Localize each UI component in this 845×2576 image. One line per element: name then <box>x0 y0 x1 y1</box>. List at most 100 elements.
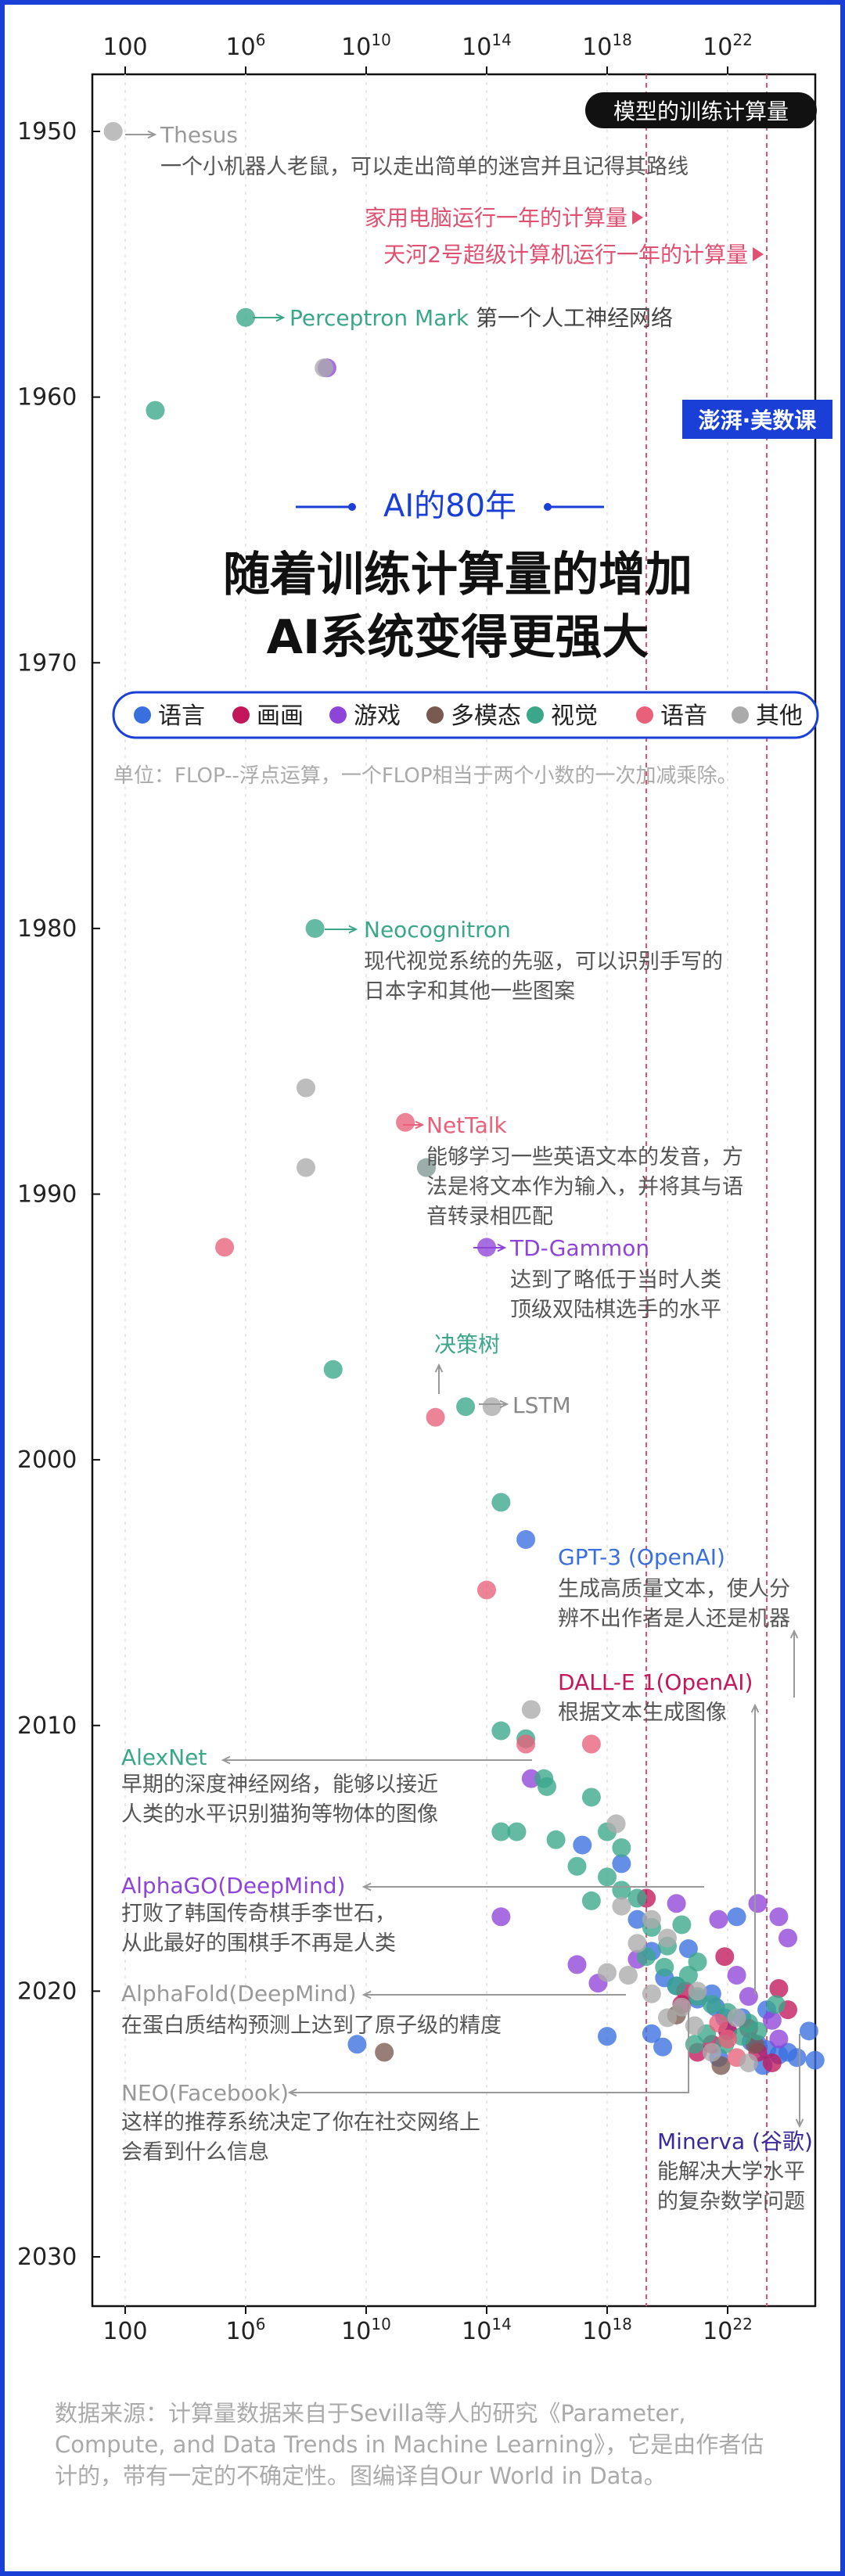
reference-label: 天河2号超级计算机运行一年的计算量 <box>383 242 748 268</box>
annotation-arrowhead <box>789 1629 799 1639</box>
data-point <box>678 1965 698 1985</box>
data-point <box>727 2008 746 2028</box>
y-tick-label: 2020 <box>17 1978 77 2005</box>
annotation-nettalk-desc: 音转录相匹配 <box>426 1205 553 1229</box>
data-point <box>612 1881 631 1900</box>
data-point <box>567 1856 587 1876</box>
data-point <box>667 1976 686 1996</box>
annotation-alphafold-desc: 在蛋白质结构预测上达到了原子级的精度 <box>121 2014 502 2038</box>
legend-swatch <box>527 706 544 724</box>
annotation-perceptron-title: Perceptron Mark 第一个人工神经网络 <box>289 305 673 331</box>
data-point <box>477 1580 496 1600</box>
annotation-arrowhead <box>497 1243 507 1252</box>
data-point <box>215 1238 235 1257</box>
data-point <box>769 2029 789 2049</box>
legend-label: 多模态 <box>451 702 521 730</box>
data-point <box>658 2008 677 2028</box>
data-point <box>766 1995 786 2014</box>
annotation-alexnet-desc: 人类的水平识别猫狗等物体的图像 <box>121 1802 438 1827</box>
data-point <box>315 358 334 378</box>
data-point <box>688 1953 707 1972</box>
annotation-nettalk-desc: 法是将文本作为输入，并将其与语 <box>426 1175 743 1199</box>
title-line-2: AI系统变得更强大 <box>267 610 649 665</box>
annotation-dalle-desc: 根据文本生成图像 <box>558 1701 727 1725</box>
data-point <box>727 1907 746 1927</box>
subtitle-dot-right <box>544 503 552 511</box>
annotation-neo-desc: 这样的推荐系统决定了你在社交网络上 <box>121 2111 480 2135</box>
data-point <box>642 1984 661 2003</box>
annotation-alphafold-title: AlphaFold(DeepMind) <box>121 1981 357 2007</box>
annotation-alphago-desc: 打败了韩国传奇棋手李世石， <box>121 1902 396 1926</box>
data-point <box>612 1838 631 1857</box>
data-point <box>347 2035 367 2054</box>
data-point <box>612 1896 631 1916</box>
annotation-arrowhead <box>221 1755 231 1765</box>
legend-swatch <box>636 706 653 724</box>
annotation-arrowhead <box>415 1120 425 1130</box>
annotation-arrowhead <box>434 1363 444 1373</box>
annotation-tree-title: 决策树 <box>434 1331 500 1357</box>
annotation-alphago-title: AlphaGO(DeepMind) <box>121 1873 345 1899</box>
x-tick-label: 106 <box>226 31 266 61</box>
y-tick-label: 1960 <box>17 384 77 411</box>
watermark-box <box>682 400 832 439</box>
data-point <box>567 1955 587 1974</box>
annotation-tdgammon-desc: 达到了略低于当时人类 <box>510 1268 721 1292</box>
annotation-minerva-title: Minerva (谷歌) <box>657 2129 813 2154</box>
x-tick-label: 100 <box>102 34 147 61</box>
data-point <box>711 2056 731 2075</box>
data-point <box>748 2021 768 2041</box>
data-point <box>702 2042 721 2062</box>
data-point <box>762 2053 782 2073</box>
x-tick-label: 1018 <box>582 2315 632 2345</box>
data-point <box>491 1822 511 1841</box>
data-point <box>581 1787 601 1807</box>
data-point <box>799 2021 818 2041</box>
legend-swatch <box>426 706 444 724</box>
x-tick-label: 1014 <box>462 31 512 61</box>
annotation-tdgammon-desc: 顶级双陆棋选手的水平 <box>510 1298 721 1322</box>
data-point <box>516 1734 536 1754</box>
data-point <box>546 1830 566 1849</box>
legend-label: 游戏 <box>354 702 401 730</box>
data-point <box>709 2014 728 2033</box>
x-tick-label: 1010 <box>341 31 391 61</box>
data-point <box>417 1158 436 1177</box>
data-point <box>627 1910 647 1929</box>
y-tick-label: 1970 <box>17 649 77 677</box>
annotation-thesus-desc: 一个小机器人老鼠，可以走出简单的迷宫并且记得其路线 <box>160 155 689 179</box>
legend-swatch <box>232 706 250 724</box>
legend-swatch <box>329 706 347 724</box>
legend-label: 语言 <box>158 702 205 730</box>
data-point <box>236 307 255 327</box>
subtitle-dot-left <box>348 503 356 511</box>
data-point <box>598 2027 617 2046</box>
data-point <box>709 1910 728 1929</box>
data-point <box>667 1894 686 1913</box>
data-point <box>653 2037 673 2057</box>
data-point <box>787 2048 807 2068</box>
data-point <box>637 1947 656 1967</box>
data-point <box>606 1814 626 1834</box>
x-tick-label: 1022 <box>703 31 753 61</box>
data-point <box>748 1894 768 1913</box>
data-point <box>688 1981 707 2001</box>
watermark-text: 澎湃·美数课 <box>699 408 818 433</box>
data-point <box>762 2010 782 2030</box>
unit-note: 单位：FLOP--浮点运算，一个FLOP相当于两个小数的一次加减乘除。 <box>113 764 738 788</box>
data-point <box>456 1397 476 1417</box>
data-point <box>305 918 325 938</box>
data-point <box>715 1947 735 1967</box>
data-point <box>642 1910 661 1929</box>
data-point <box>521 1700 541 1719</box>
source-note: 计的，带有一定的不确定性。图编译自Our World in Data。 <box>55 2463 667 2489</box>
annotation-arrowhead <box>499 1399 509 1409</box>
reference-label: 家用电脑运行一年的计算量 <box>365 205 627 231</box>
title-badge-text: 模型的训练计算量 <box>613 99 789 124</box>
data-point <box>426 1407 445 1427</box>
annotation-neo-line <box>289 2003 689 2093</box>
annotation-nettalk-desc: 能够学习一些英语文本的发音，方 <box>426 1145 743 1169</box>
annotation-alexnet-title: AlexNet <box>121 1744 207 1770</box>
data-point <box>702 1995 721 2014</box>
